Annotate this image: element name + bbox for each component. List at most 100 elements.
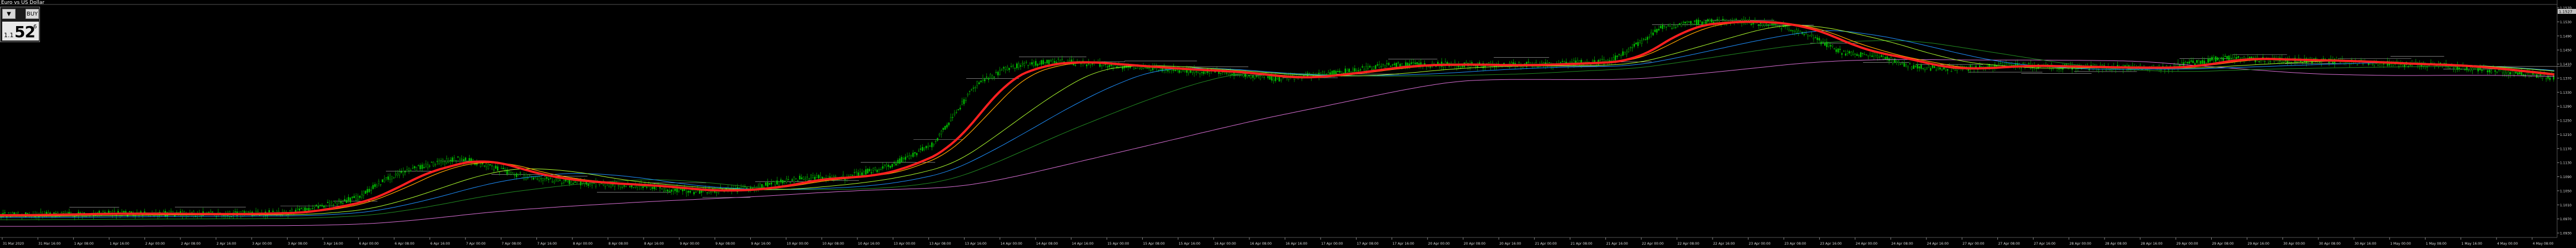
candle-body bbox=[314, 205, 315, 207]
candle-body bbox=[480, 164, 481, 167]
candle-body bbox=[2539, 74, 2542, 76]
candle-body bbox=[895, 163, 897, 166]
candle-body bbox=[1518, 62, 1520, 64]
sell-button[interactable]: ▼ bbox=[2, 9, 16, 19]
candle-body bbox=[861, 173, 863, 176]
candle-body bbox=[1862, 53, 1864, 54]
candle-body bbox=[27, 212, 28, 214]
candle-body bbox=[1005, 67, 1007, 70]
candle-body bbox=[871, 172, 872, 174]
candle-body bbox=[557, 178, 559, 181]
candle-body bbox=[751, 188, 754, 189]
candle-body bbox=[404, 171, 406, 173]
candle-body bbox=[1826, 42, 1828, 47]
candle-body bbox=[1620, 55, 1622, 57]
candle-body bbox=[468, 158, 470, 161]
candle-body bbox=[1698, 19, 1699, 26]
candle-body bbox=[1390, 66, 1392, 67]
candle-body bbox=[2472, 67, 2473, 71]
time-tick-label: 3 Apr 08:00 bbox=[288, 242, 307, 246]
candle-body bbox=[485, 163, 488, 168]
candle-body bbox=[868, 169, 871, 171]
candle-body bbox=[2221, 57, 2222, 58]
candle-body bbox=[448, 160, 450, 163]
moving-averages-layer bbox=[0, 21, 2555, 227]
price-tick-label: 1.1050 bbox=[2560, 189, 2572, 193]
candle-body bbox=[308, 207, 310, 211]
time-tick-label: 30 Apr 08:00 bbox=[2319, 242, 2341, 246]
candle-body bbox=[780, 179, 782, 183]
time-tick-label: 30 Apr 16:00 bbox=[2354, 242, 2376, 246]
price-tick-label: 1.1570 bbox=[2560, 7, 2572, 11]
candle-body bbox=[980, 80, 982, 82]
candle-body bbox=[1046, 59, 1048, 64]
time-tick-label: 2 Apr 00:00 bbox=[145, 242, 165, 246]
candle-body bbox=[1108, 65, 1111, 68]
candle-body bbox=[2232, 57, 2234, 60]
candle-body bbox=[2528, 72, 2530, 77]
candle-body bbox=[2509, 72, 2511, 75]
candle-body bbox=[1954, 69, 1956, 71]
price-tick-label: 1.1490 bbox=[2560, 34, 2572, 38]
candle-body bbox=[353, 196, 355, 199]
candle-body bbox=[1934, 66, 1935, 68]
candle-body bbox=[1892, 59, 1894, 64]
candle-body bbox=[2515, 72, 2517, 74]
candle-body bbox=[1355, 70, 1358, 72]
candle-body bbox=[455, 160, 457, 161]
time-tick-label: 4 May 00:00 bbox=[2497, 242, 2518, 246]
time-tick-label: 8 Apr 08:00 bbox=[609, 242, 628, 246]
candle-body bbox=[772, 181, 774, 182]
candle-body bbox=[959, 108, 961, 110]
candle-body bbox=[295, 209, 297, 212]
candle-body bbox=[2190, 60, 2192, 62]
time-tick-label: 1 May 08:00 bbox=[2426, 242, 2447, 246]
candle-body bbox=[812, 175, 814, 178]
candle-body bbox=[381, 179, 384, 183]
candle-body bbox=[8, 212, 9, 214]
candle-body bbox=[2477, 68, 2479, 72]
candle-body bbox=[2183, 62, 2185, 66]
candle-body bbox=[1037, 64, 1038, 66]
candle-body bbox=[912, 153, 914, 157]
candle-body bbox=[920, 148, 922, 150]
candle-body bbox=[987, 78, 990, 80]
buy-button[interactable]: BUY bbox=[26, 9, 39, 19]
candle-body bbox=[1014, 68, 1016, 69]
candle-body bbox=[1660, 26, 1661, 29]
time-tick-label: 30 Apr 00:00 bbox=[2283, 242, 2305, 246]
candle-body bbox=[1661, 24, 1664, 29]
candle-body bbox=[1882, 56, 1885, 59]
time-tick-label: 9 Apr 08:00 bbox=[715, 242, 735, 246]
candle-body bbox=[710, 191, 712, 193]
time-tick-label: 20 Apr 16:00 bbox=[1499, 242, 1521, 246]
candle-body bbox=[774, 181, 776, 185]
candle-body bbox=[685, 191, 687, 194]
time-tick-label: 27 Apr 00:00 bbox=[1962, 242, 1984, 246]
candle-body bbox=[563, 180, 565, 183]
candle-body bbox=[1920, 64, 1922, 69]
candle-body bbox=[572, 183, 574, 184]
candle-body bbox=[968, 90, 971, 92]
candle-body bbox=[2488, 69, 2490, 73]
candle-body bbox=[891, 164, 893, 167]
candle-body bbox=[2526, 72, 2528, 74]
time-tick-label: 7 Apr 00:00 bbox=[466, 242, 485, 246]
price-display[interactable]: 1.1 52 6 bbox=[2, 22, 39, 41]
candle-body bbox=[2538, 74, 2539, 78]
candle-body bbox=[1692, 24, 1694, 26]
candle-body bbox=[1292, 75, 1293, 76]
candle-body bbox=[1456, 65, 1458, 67]
candle-body bbox=[852, 175, 853, 176]
candle-body bbox=[451, 157, 453, 162]
candle-body bbox=[946, 124, 948, 128]
candle-body bbox=[538, 176, 540, 181]
candle-body bbox=[829, 176, 831, 178]
candle-body bbox=[302, 207, 304, 210]
candle-body bbox=[1405, 62, 1407, 67]
candle-body bbox=[923, 148, 925, 150]
price-tick-label: 1.1450 bbox=[2560, 49, 2572, 53]
candle-body bbox=[623, 185, 625, 187]
candle-body bbox=[1858, 55, 1860, 56]
